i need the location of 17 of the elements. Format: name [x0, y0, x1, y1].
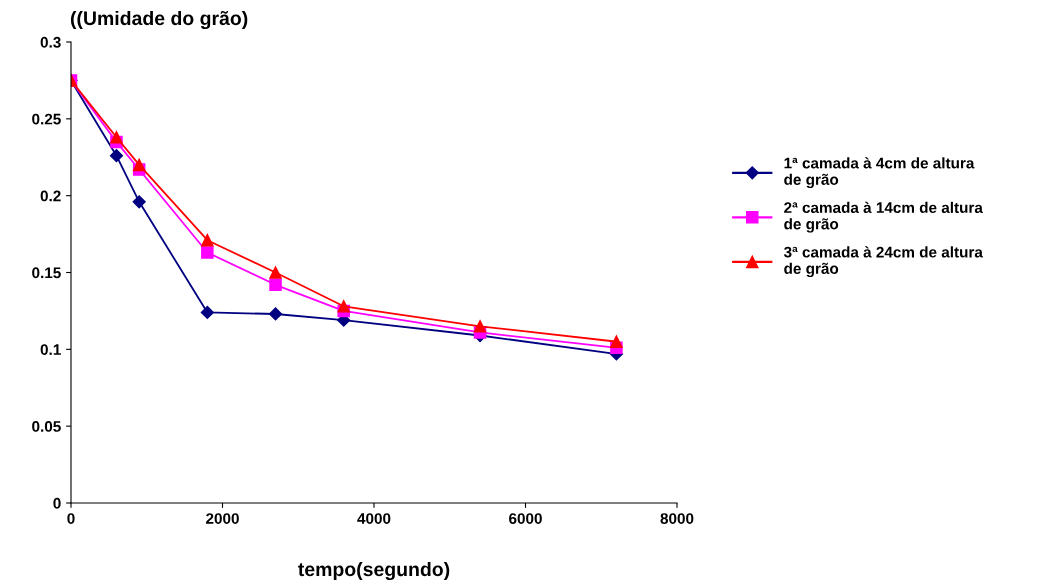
x-tick-label: 8000 — [660, 513, 694, 524]
y-tick-label: 0.3 — [40, 36, 61, 48]
y-tick-label: 0.05 — [32, 421, 61, 432]
y-tick-label: 0.1 — [40, 344, 61, 356]
x-tick-label: 0 — [67, 513, 75, 524]
x-tick-label: 4000 — [357, 513, 391, 524]
y-tick-label: 0.25 — [32, 113, 61, 125]
x-tick-label: 2000 — [206, 513, 239, 524]
y-tick-label: 0.2 — [40, 190, 61, 202]
x-tick-label: 6000 — [509, 513, 542, 524]
legend-label: 3ª camada à 24cm de altura de grão — [783, 246, 983, 278]
chart-title: ((Umidade do grão) — [70, 10, 248, 30]
legend-label: 2ª camada à 14cm de altura de grão — [784, 201, 983, 233]
y-tick-label: 0 — [53, 497, 61, 509]
y-tick-label: 0.15 — [32, 267, 61, 279]
legend-label: 1ª camada à 4cm de altura de grão — [784, 157, 975, 189]
x-axis-title: tempo(segundo) — [298, 561, 450, 581]
